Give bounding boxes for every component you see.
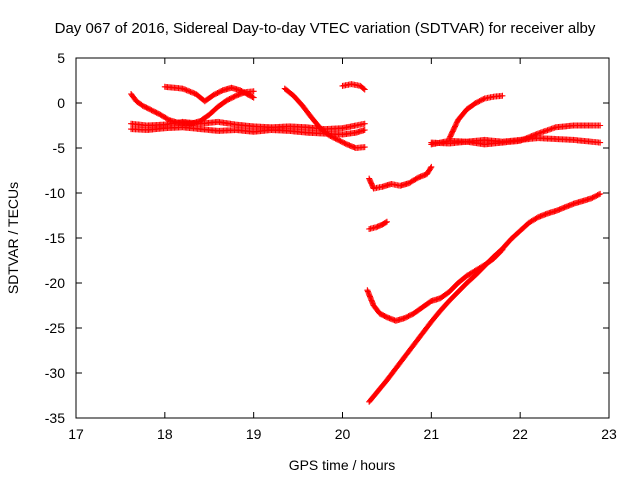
x-tick-label: 23 [601, 426, 617, 442]
data-point [383, 218, 390, 225]
data-marks [128, 81, 604, 405]
axis-ticks: 17 18 19 20 21 22 23 5 0 -5 -10 -15 -20 -25 -30 -35 [45, 50, 617, 442]
y-tick-label: -15 [45, 230, 65, 246]
y-tick-label: -35 [45, 410, 65, 426]
data-point [428, 163, 435, 170]
data-point [361, 127, 368, 133]
series-seg-3 [364, 246, 506, 324]
data-point [597, 139, 604, 146]
data-point [597, 122, 604, 129]
data-point [360, 85, 367, 92]
chart-title: Day 067 of 2016, Sidereal Day-to-day VTE… [55, 20, 596, 37]
series-seg-7 [428, 122, 604, 148]
y-tick-label: -30 [45, 365, 65, 381]
x-tick-label: 18 [157, 426, 173, 442]
data-point [595, 191, 602, 198]
x-tick-label: 17 [68, 426, 84, 442]
y-tick-label: -25 [45, 320, 65, 336]
series-arc-4 [339, 81, 368, 93]
data-point [361, 120, 368, 127]
x-tick-label: 19 [246, 426, 262, 442]
x-tick-label: 22 [512, 426, 528, 442]
data-point [250, 94, 257, 101]
series-seg-1 [366, 163, 435, 192]
data-point [249, 93, 256, 100]
y-tick-label: -10 [45, 185, 65, 201]
y-tick-label: 5 [57, 50, 65, 66]
y-axis-label: SDTVAR / TECUs [5, 182, 21, 294]
series-arc-3 [281, 85, 368, 151]
x-tick-label: 21 [424, 426, 440, 442]
series-band-a [128, 118, 368, 133]
data-point [499, 92, 506, 99]
data-point [361, 144, 368, 151]
data-point [361, 86, 368, 93]
y-tick-label: -20 [45, 275, 65, 291]
data-point [427, 165, 434, 172]
y-tick-label: -5 [53, 140, 66, 156]
data-point [480, 96, 487, 103]
series-seg-2 [366, 218, 390, 232]
x-tick-label: 20 [335, 426, 351, 442]
series-band-b [128, 124, 368, 138]
series-seg-5 [446, 92, 506, 142]
data-point [597, 190, 604, 197]
data-point [250, 88, 257, 95]
series-arc-2 [161, 83, 257, 105]
x-axis-label: GPS time / hours [289, 457, 396, 473]
series-seg-4 [366, 190, 604, 405]
y-tick-label: 0 [57, 95, 65, 111]
data-point [382, 219, 389, 226]
